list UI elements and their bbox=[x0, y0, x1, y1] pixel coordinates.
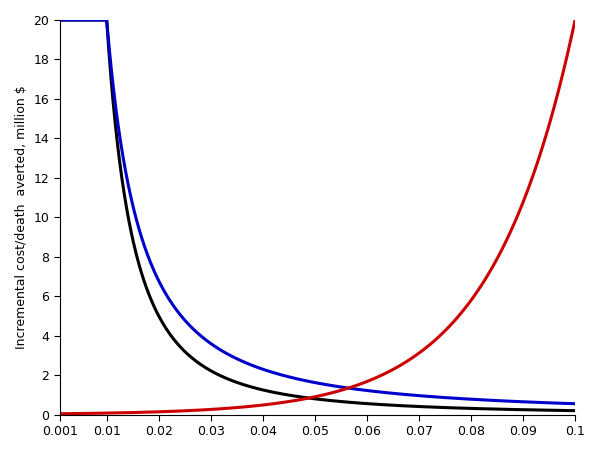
Y-axis label: Incremental cost/death  averted, million $: Incremental cost/death averted, million … bbox=[15, 86, 28, 349]
